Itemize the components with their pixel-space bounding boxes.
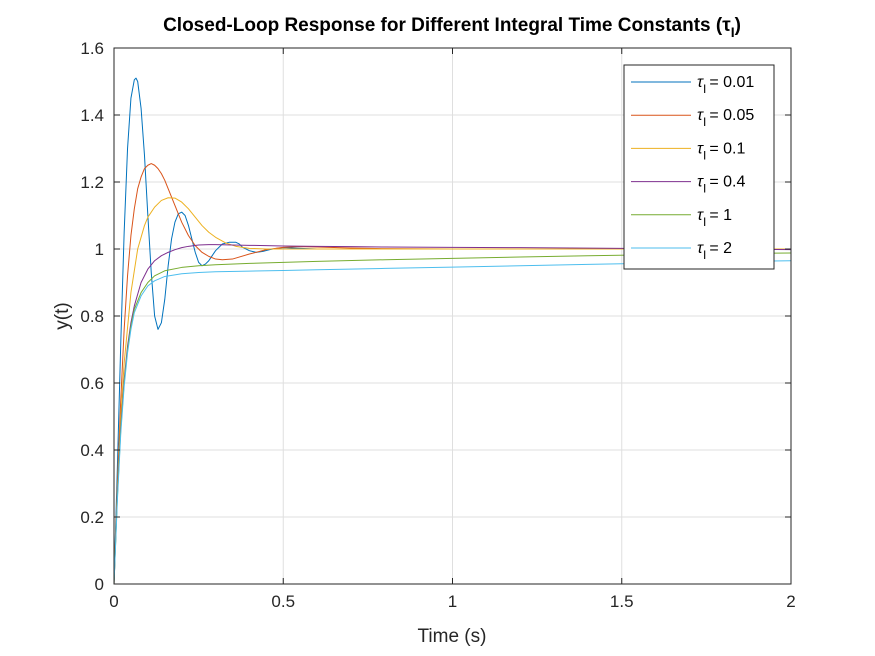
series-line-1 — [114, 163, 791, 584]
series-lines — [114, 77, 791, 584]
legend-box — [623, 64, 775, 270]
x-axis-label: Time (s) — [418, 626, 487, 647]
y-tick-label: 1.4 — [80, 106, 104, 125]
y-axis-label: y(t) — [52, 302, 73, 329]
y-tick-label: 1.6 — [80, 39, 104, 58]
x-tick-label: 0.5 — [271, 592, 295, 611]
series-line-5 — [114, 260, 791, 584]
legend-label-2: τI = 0.1 — [697, 140, 745, 162]
x-tick-label: 0 — [109, 592, 118, 611]
legend-label-1: τI = 0.05 — [697, 107, 754, 129]
series-line-2 — [114, 197, 791, 584]
legend-label-4: τI = 1 — [697, 207, 732, 229]
y-tick-label: 0.8 — [80, 307, 104, 326]
legend: τI = 0.01 τI = 0.05 τI = 0.1 τI = 0.4 τI = 1 τI = 2 — [623, 64, 775, 270]
x-tick-label: 2 — [786, 592, 795, 611]
y-tick-label: 0.2 — [80, 508, 104, 527]
x-tick-label: 1.5 — [610, 592, 634, 611]
x-axis: 0 0.5 1 1.5 2 — [109, 48, 796, 611]
x-tick-label: 1 — [448, 592, 457, 611]
legend-label-0: τI = 0.01 — [697, 74, 754, 96]
y-axis: 0 0.2 0.4 0.6 0.8 1 1.2 1.4 1.6 — [80, 39, 791, 594]
y-tick-label: 1 — [95, 240, 104, 259]
legend-label-3: τI = 0.4 — [697, 174, 745, 196]
y-tick-label: 1.2 — [80, 173, 104, 192]
y-tick-label: 0.4 — [80, 441, 104, 460]
y-tick-label: 0 — [95, 575, 104, 594]
chart-title: Closed-Loop Response for Different Integ… — [163, 15, 741, 40]
legend-label-5: τI = 2 — [697, 240, 732, 262]
y-tick-label: 0.6 — [80, 374, 104, 393]
